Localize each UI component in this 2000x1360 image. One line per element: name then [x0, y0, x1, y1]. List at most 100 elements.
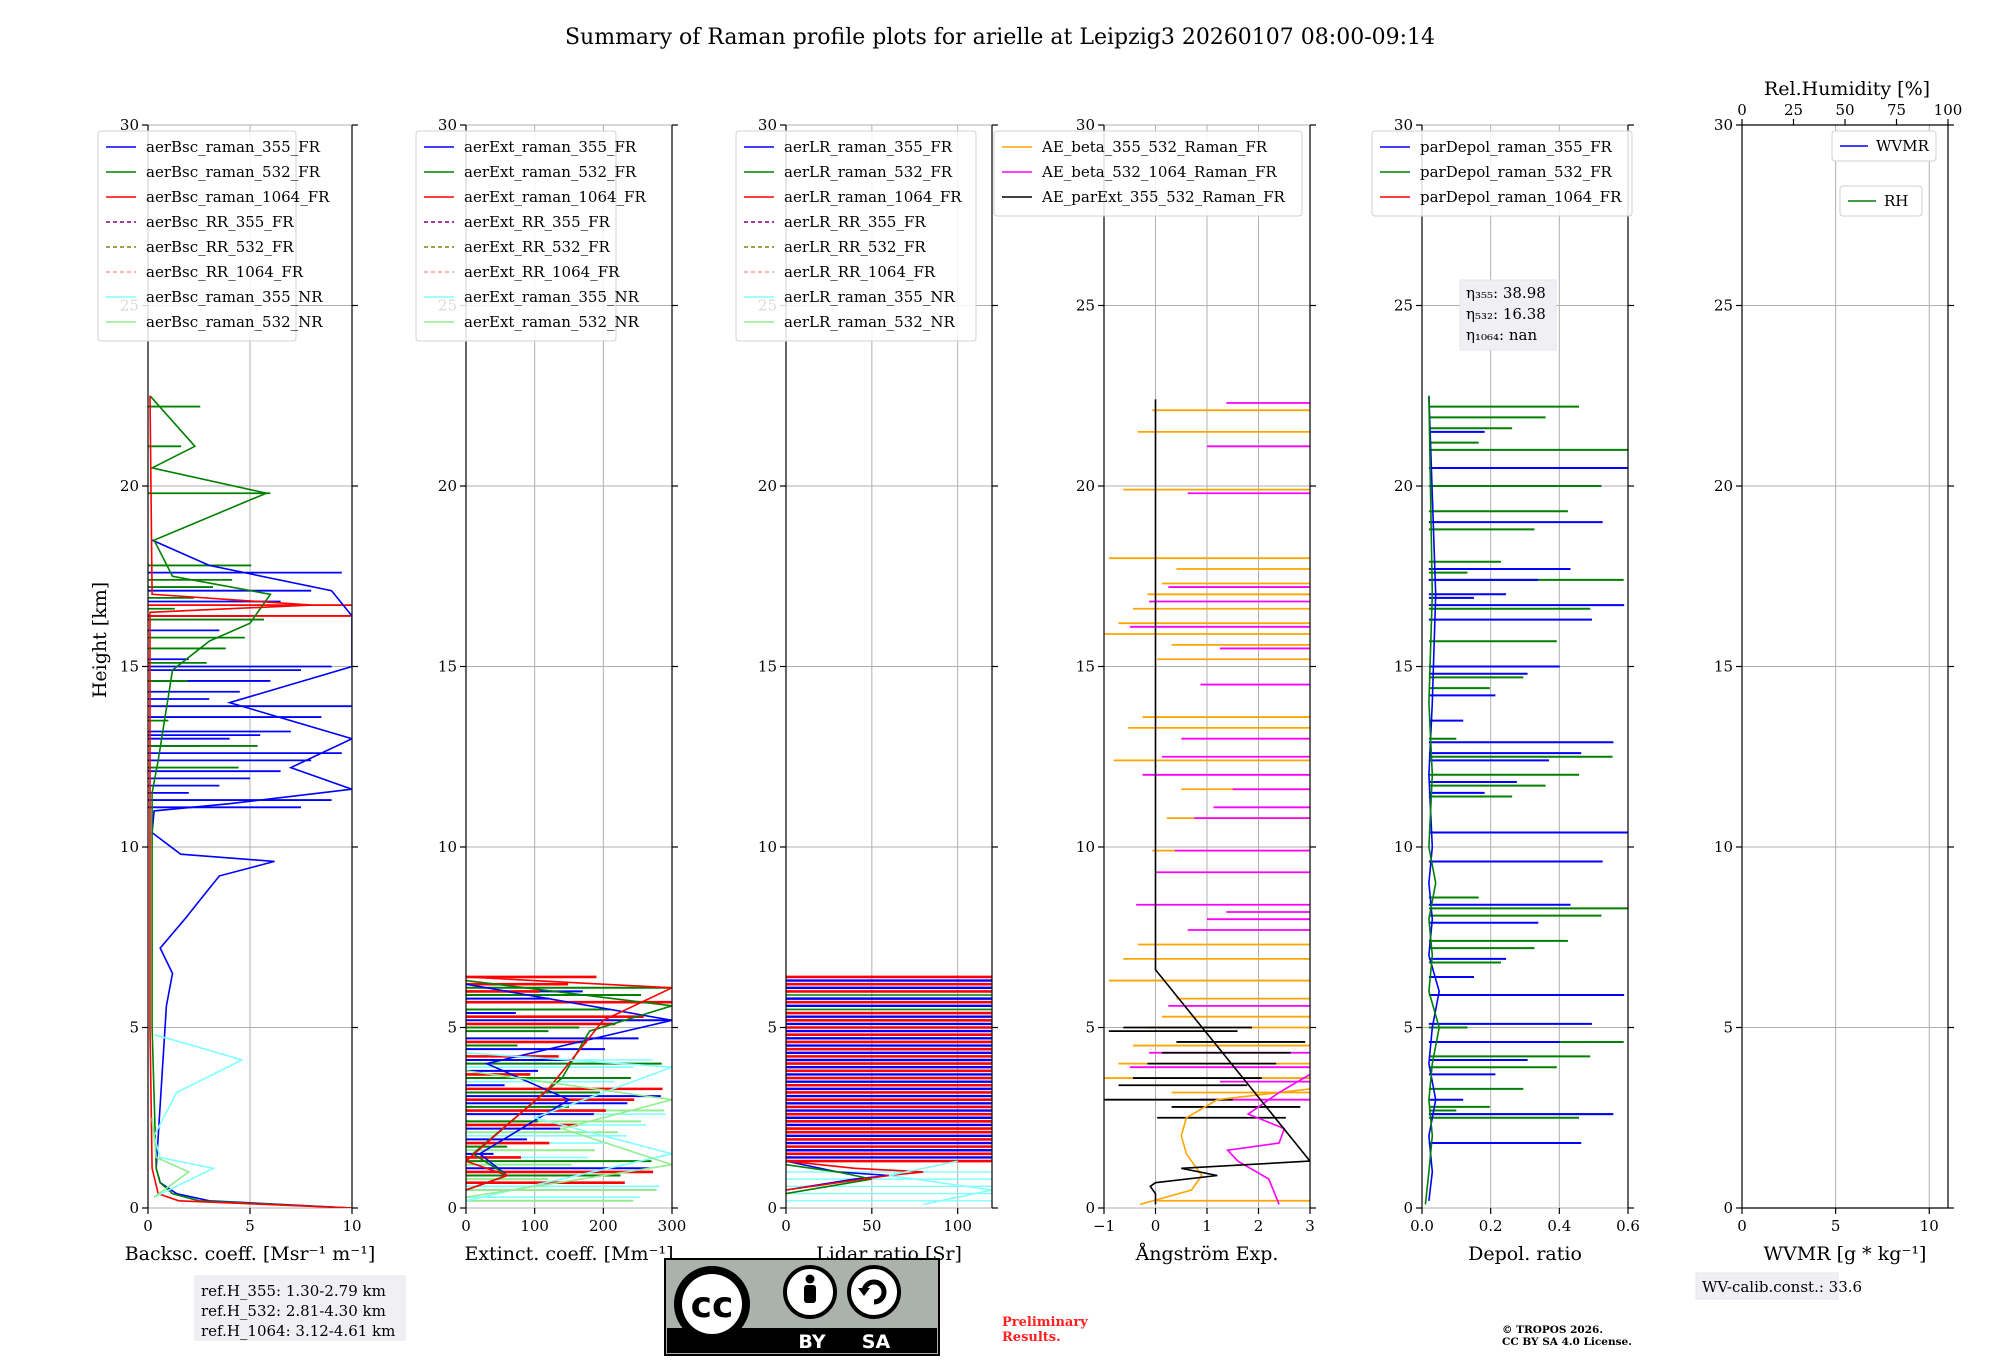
x-axis-label: Backsc. coeff. [Msr⁻¹ m⁻¹] — [125, 1243, 376, 1265]
x-tick-label: 0.2 — [1479, 1217, 1503, 1235]
y-tick-label: 0 — [1723, 1199, 1733, 1217]
y-tick-label: 5 — [767, 1019, 777, 1037]
plot-area — [786, 975, 992, 1206]
sa-arrow-icon — [861, 1279, 887, 1305]
legend-entry: WVMR — [1876, 137, 1930, 155]
cc-logo-label: cc — [691, 1285, 734, 1326]
refh-355: ref.H_355: 1.30-2.79 km — [201, 1282, 386, 1300]
refh-532: ref.H_532: 2.81-4.30 km — [201, 1302, 386, 1320]
series-line — [888, 1160, 992, 1206]
legend-entry: AE_beta_355_532_Raman_FR — [1041, 138, 1268, 156]
y-tick-label: 15 — [1714, 658, 1733, 676]
x-axis-label: Ångström Exp. — [1135, 1243, 1279, 1265]
y-tick-label: 10 — [1076, 838, 1095, 856]
eta-value: η₁₀₆₄: nan — [1466, 326, 1537, 344]
legend-entry: aerBsc_RR_1064_FR — [146, 263, 304, 281]
eta-value: η₅₃₂: 16.38 — [1466, 305, 1546, 323]
x-axis-label: Depol. ratio — [1468, 1243, 1582, 1265]
y-tick-label: 10 — [120, 838, 139, 856]
legend-entry: aerBsc_RR_355_FR — [146, 213, 294, 231]
y-tick-label: 0 — [1403, 1199, 1413, 1217]
top-tick-label: 75 — [1887, 101, 1906, 119]
x-tick-label: 0 — [1151, 1217, 1161, 1235]
series-line — [786, 1160, 924, 1191]
y-tick-label: 30 — [1394, 116, 1413, 134]
x-axis-label: WVMR [g * kg⁻¹] — [1764, 1243, 1927, 1265]
legend-entry: aerBsc_RR_532_FR — [146, 238, 294, 256]
y-tick-label: 5 — [1403, 1019, 1413, 1037]
legend-entry: aerExt_RR_1064_FR — [464, 263, 620, 281]
x-tick-label: 0 — [781, 1217, 791, 1235]
plot-area — [1424, 395, 1628, 1205]
panel-extinction: 0510152025300100200300Extinct. coeff. [M… — [415, 116, 687, 1265]
series-line — [153, 1033, 244, 1198]
y-tick-label: 25 — [1076, 297, 1095, 315]
y-tick-label: 5 — [1085, 1019, 1095, 1037]
legend-entry: aerLR_raman_532_FR — [784, 163, 953, 181]
y-tick-label: 20 — [1076, 477, 1095, 495]
x-tick-label: 0.4 — [1547, 1217, 1571, 1235]
legend-entry: aerExt_RR_532_FR — [464, 238, 611, 256]
cc-by-sa-logo: cc BY SA — [664, 1258, 940, 1356]
legend-entry: aerExt_RR_355_FR — [464, 213, 611, 231]
wv-calib-box: WV-calib.const.: 33.6 — [1695, 1272, 1862, 1300]
y-tick-label: 15 — [1076, 658, 1095, 676]
series-line — [1139, 1088, 1310, 1206]
y-tick-label: 30 — [1714, 116, 1733, 134]
panel-depolarization: 0 5 10 15 20 25 30 0.0 0.2 0.4 0.6 Depol. ratio parD… — [1371, 116, 1640, 1265]
y-tick-label: 30 — [438, 116, 457, 134]
series-line — [1149, 399, 1310, 1205]
legend-entry: aerExt_raman_532_NR — [464, 313, 640, 331]
eta-box — [1459, 279, 1557, 351]
y-tick-label: 10 — [438, 838, 457, 856]
copyright-line-2: CC BY SA 4.0 License. — [1502, 1336, 1632, 1348]
y-tick-label: 20 — [1714, 477, 1733, 495]
top-tick-label: 25 — [1784, 101, 1803, 119]
series-line — [786, 1163, 872, 1195]
y-tick-label: 20 — [438, 477, 457, 495]
legend-entry: aerBsc_raman_532_FR — [146, 163, 321, 181]
refh-1064: ref.H_1064: 3.12-4.61 km — [201, 1322, 395, 1340]
y-tick-label: 20 — [758, 477, 777, 495]
top-tick-label: 100 — [1934, 101, 1963, 119]
x-tick-label: 10 — [1920, 1217, 1939, 1235]
figure-title: Summary of Raman profile plots for ariel… — [565, 25, 1435, 50]
series-line — [466, 976, 672, 1191]
legend-entry: aerExt_raman_1064_FR — [464, 188, 646, 206]
by-person-icon — [805, 1274, 815, 1284]
y-tick-label: 30 — [1076, 116, 1095, 134]
legend-box — [735, 130, 977, 342]
x-tick-label: −1 — [1093, 1217, 1115, 1235]
y-tick-label: 0 — [1085, 1199, 1095, 1217]
x-tick-label: 0 — [1737, 1217, 1747, 1235]
legend-entry: aerLR_raman_355_NR — [784, 288, 955, 306]
preliminary-note: Preliminary Results. — [1002, 1315, 1088, 1345]
top-tick-label: 50 — [1835, 101, 1854, 119]
y-tick-label: 5 — [129, 1019, 139, 1037]
plot-area — [466, 975, 672, 1202]
x-tick-label: 2 — [1254, 1217, 1264, 1235]
legend-box — [1371, 130, 1633, 217]
legend-entry: aerBsc_raman_1064_FR — [146, 188, 330, 206]
legend-entry: aerBsc_raman_355_NR — [146, 288, 323, 306]
top-tick-label: 0 — [1737, 101, 1747, 119]
y-axis-label: Height [km] — [89, 582, 111, 698]
x-tick-label: 1 — [1202, 1217, 1212, 1235]
legend-entry: aerLR_RR_355_FR — [784, 213, 926, 231]
y-tick-label: 15 — [120, 658, 139, 676]
y-tick-label: 25 — [1714, 297, 1733, 315]
cc-by-label: BY — [798, 1331, 825, 1353]
y-tick-label: 0 — [767, 1199, 777, 1217]
x-tick-label: 5 — [1831, 1217, 1841, 1235]
series-line — [151, 539, 352, 1208]
series-line — [1424, 395, 1441, 1205]
legend-entry: parDepol_raman_532_FR — [1420, 163, 1613, 181]
y-tick-label: 10 — [1714, 838, 1733, 856]
y-tick-label: 15 — [758, 658, 777, 676]
x-tick-label: 300 — [658, 1217, 687, 1235]
plot-area — [1104, 399, 1310, 1206]
legend-box — [415, 130, 617, 342]
x-tick-label: 100 — [520, 1217, 549, 1235]
